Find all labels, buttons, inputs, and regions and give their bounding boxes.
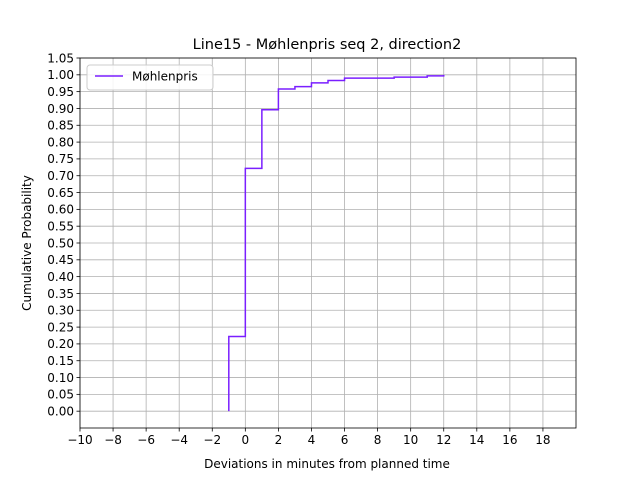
grid-lines: [79, 57, 576, 428]
y-tick-label: 0.80: [47, 135, 74, 149]
x-tick-label: −2: [203, 433, 221, 447]
x-tick-label: 0: [242, 433, 250, 447]
x-axis-label: Deviations in minutes from planned time: [204, 457, 450, 471]
x-tick-label: −8: [104, 433, 122, 447]
y-tick-label: 0.20: [47, 337, 74, 351]
y-tick-label: 0.45: [47, 253, 74, 267]
y-tick-label: 0.50: [47, 236, 74, 250]
chart-title: Line15 - Møhlenpris seq 2, direction2: [193, 37, 462, 53]
x-ticks: −10 −8 −6 −4 −2 0 2 4 6 8 10 12 14 16 18: [67, 428, 551, 447]
y-tick-label: 0.30: [47, 304, 74, 318]
y-tick-label: 0.85: [47, 119, 74, 133]
x-tick-label: 10: [403, 433, 418, 447]
legend: Møhlenpris: [86, 64, 214, 91]
y-tick-label: 0.00: [47, 404, 74, 418]
y-tick-label: 0.60: [47, 203, 74, 217]
y-tick-label: 0.25: [47, 320, 74, 334]
y-tick-label: 0.40: [47, 270, 74, 284]
y-tick-label: 0.65: [47, 186, 74, 200]
y-axis-label: Cumulative Probability: [20, 175, 34, 311]
y-tick-label: 0.55: [47, 219, 74, 233]
y-tick-label: 1.00: [47, 68, 74, 82]
y-ticks: 0.00 0.05 0.10 0.15 0.20 0.25 0.30 0.35 0.40 0.45…: [47, 51, 80, 418]
legend-box: [86, 64, 214, 91]
y-tick-label: 0.10: [47, 371, 74, 385]
y-tick-label: 0.90: [47, 102, 74, 116]
y-tick-label: 0.95: [47, 85, 74, 99]
series-layer: [228, 74, 445, 412]
y-tick-label: 0.05: [47, 388, 74, 402]
y-tick-label: 0.75: [47, 152, 74, 166]
legend-label: Møhlenpris: [132, 70, 198, 84]
y-tick-label: 0.15: [47, 354, 74, 368]
y-tick-label: 0.70: [47, 169, 74, 183]
x-tick-label: 14: [469, 433, 484, 447]
x-tick-label: 8: [374, 433, 382, 447]
x-tick-label: 6: [341, 433, 349, 447]
x-tick-label: −4: [170, 433, 188, 447]
x-tick-label: −10: [67, 433, 92, 447]
y-tick-label: 1.05: [47, 51, 74, 65]
x-tick-label: −6: [137, 433, 155, 447]
x-tick-label: 2: [275, 433, 283, 447]
y-tick-label: 0.35: [47, 287, 74, 301]
x-tick-label: 12: [436, 433, 451, 447]
x-tick-label: 4: [308, 433, 316, 447]
x-tick-label: 16: [502, 433, 517, 447]
x-tick-label: 18: [535, 433, 550, 447]
series-line: [228, 74, 445, 412]
